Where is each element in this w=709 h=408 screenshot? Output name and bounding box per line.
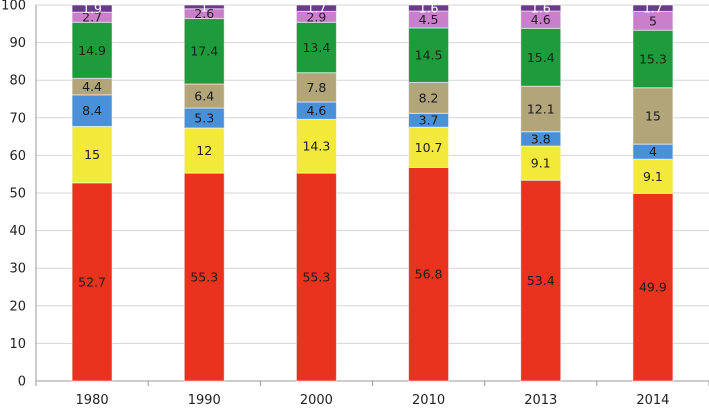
bar-value-label: 4.4	[82, 79, 102, 94]
y-tick-label: 50	[9, 187, 26, 202]
bar-value-label: 15.3	[639, 51, 667, 66]
bar-value-label: 6.4	[194, 88, 214, 103]
bar-segment	[520, 145, 562, 181]
x-tick-label: 1990	[188, 393, 221, 408]
bar-value-label: 1.9	[82, 1, 102, 16]
y-tick-label: 80	[9, 74, 26, 89]
bar-value-label: 2.7	[82, 10, 102, 25]
y-tick-label: 10	[9, 337, 26, 352]
bar-value-label: 5.3	[194, 110, 214, 125]
y-tick-label: 70	[9, 111, 26, 126]
bar-value-label: 2.6	[194, 6, 214, 21]
bar-value-label: 52.7	[78, 274, 106, 289]
bar-segment	[408, 4, 450, 12]
bar-value-label: 15	[645, 108, 661, 123]
x-tick-label: 1980	[76, 393, 109, 408]
bar-value-label: 55.3	[302, 270, 330, 285]
bar-value-label: 56.8	[415, 267, 443, 282]
bar-value-label: 1.6	[419, 1, 439, 16]
y-tick-label: 0	[18, 375, 26, 390]
bar-value-label: 2.9	[306, 9, 326, 24]
bar-segment	[520, 4, 562, 12]
bar-segment	[71, 125, 113, 184]
bar-segment	[295, 4, 337, 12]
bar-value-label: 1.6	[531, 1, 551, 16]
data-labels: 52.7158.44.414.92.71.955.3125.36.417.42.…	[78, 0, 667, 295]
bar-value-label: 3.7	[419, 113, 439, 128]
bar-value-label: 5	[649, 13, 657, 28]
bar-value-label: 13.4	[302, 40, 330, 55]
bar-value-label: 12	[196, 143, 212, 158]
bar-value-label: 14.9	[78, 43, 106, 58]
bar-value-label: 8.2	[419, 90, 439, 105]
x-tick-label: 2000	[300, 393, 333, 408]
bar-value-label: 15	[84, 147, 100, 162]
y-tick-label: 60	[9, 149, 26, 164]
bar-value-label: 17.4	[190, 44, 218, 59]
bar-segment	[632, 192, 674, 382]
bar-value-label: 8.4	[82, 103, 102, 118]
bar-segment	[71, 182, 113, 382]
bar-value-label: 1.7	[306, 1, 326, 16]
bar-segment	[408, 27, 450, 83]
bar-value-label: 4.5	[419, 12, 439, 27]
bar-value-label: 49.9	[639, 280, 667, 295]
bar-value-label: 14.5	[415, 48, 443, 63]
bar-segment	[183, 4, 225, 10]
bar-segment	[520, 179, 562, 382]
bar-value-label: 10.7	[415, 140, 443, 155]
bar-segment	[71, 4, 113, 13]
bar-segment	[295, 21, 337, 74]
bar-segment	[408, 126, 450, 168]
y-tick-label: 30	[9, 262, 26, 277]
bar-value-label: 9.1	[643, 169, 663, 184]
bar-segment	[408, 166, 450, 382]
bar-segment	[183, 18, 225, 85]
y-tick-label: 40	[9, 224, 26, 239]
bar-value-label: 4.6	[306, 103, 326, 118]
bars	[71, 4, 674, 382]
bar-value-label: 15.4	[527, 50, 555, 65]
gridlines	[36, 4, 709, 382]
bar-segment	[295, 172, 337, 382]
bar-segment	[632, 4, 674, 12]
x-tick-label: 2014	[636, 393, 669, 408]
bar-value-label: 55.3	[190, 270, 218, 285]
bar-value-label: 7.8	[306, 80, 326, 95]
bar-value-label: 53.4	[527, 273, 555, 288]
y-tick-label: 100	[1, 0, 26, 14]
bar-value-label: 14.3	[302, 139, 330, 154]
bar-value-label: 1.7	[643, 1, 663, 16]
bar-segment	[295, 72, 337, 103]
x-tick-label: 2013	[524, 393, 557, 408]
bar-value-label: 3.8	[531, 131, 551, 146]
bar-value-label: 4.6	[531, 12, 551, 27]
bar-value-label: 1	[200, 0, 208, 14]
bar-value-label: 12.1	[527, 101, 555, 116]
bar-segment	[632, 87, 674, 145]
x-tick-label: 2010	[412, 393, 445, 408]
bar-value-label: 4	[649, 144, 657, 159]
bar-value-label: 9.1	[531, 156, 551, 171]
y-tick-label: 20	[9, 299, 26, 314]
y-tick-label: 90	[9, 36, 26, 51]
